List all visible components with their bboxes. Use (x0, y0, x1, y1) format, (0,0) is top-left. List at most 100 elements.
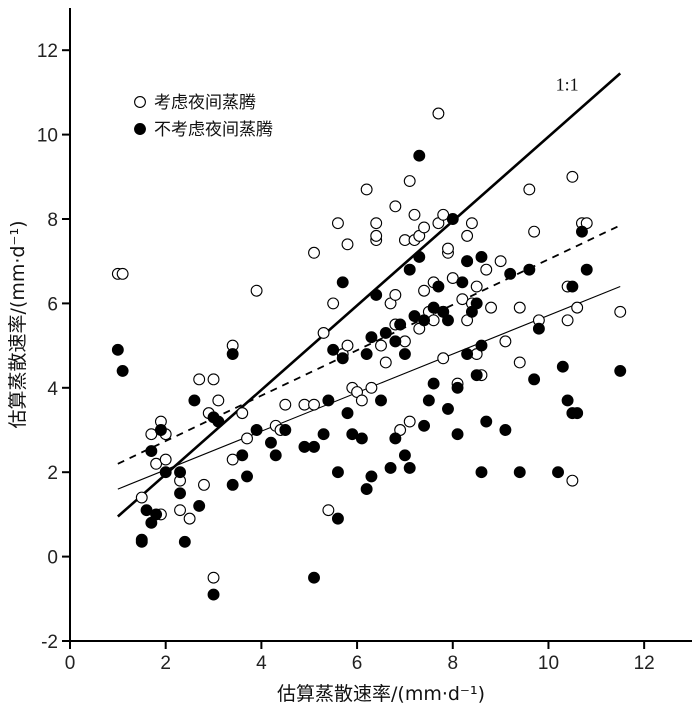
open-circle-point (308, 398, 320, 411)
filled-circle-point (413, 251, 426, 263)
filled-circle-point (365, 331, 378, 344)
filled-circle-point (576, 225, 588, 238)
open-circle-point (403, 415, 416, 428)
x-axis-title: 估算蒸散速率/(mm·d⁻¹) (277, 683, 485, 705)
filled-circle-point (322, 394, 335, 407)
filled-circle-point (365, 470, 378, 483)
filled-circle-point (370, 289, 383, 301)
filled-circle-point (389, 432, 402, 445)
open-circle-point (241, 432, 253, 445)
x-tick-label: 12 (634, 653, 655, 674)
open-circle-point (442, 242, 454, 255)
open-circle-point (513, 301, 526, 314)
filled-circle-point (461, 255, 474, 268)
filled-circle-point (470, 369, 483, 382)
open-circle-point (207, 373, 220, 386)
filled-circle-point (331, 466, 344, 479)
filled-circle-point (456, 276, 469, 289)
open-circle-point (408, 208, 421, 221)
x-tick-label: 6 (352, 653, 363, 674)
filled-circle-point (403, 462, 416, 474)
filled-circle-point (552, 466, 564, 479)
open-circle-point (331, 217, 344, 230)
legend-label-open: 考虑夜间蒸腾 (154, 93, 256, 113)
y-tick-label: 6 (47, 294, 58, 315)
filled-circle-point (580, 263, 593, 276)
filled-circle-point (174, 466, 186, 479)
open-circle-point (360, 183, 373, 196)
open-circle-point (523, 183, 536, 196)
filled-circle-point (226, 348, 239, 360)
open-circle-point (279, 398, 292, 411)
open-circle-point (389, 289, 402, 301)
one-to-one-line (116, 72, 622, 518)
filled-circle-point (403, 263, 416, 276)
open-circle-point (566, 474, 579, 487)
x-tick-label: 8 (447, 653, 458, 674)
open-circle-point (480, 263, 493, 276)
filled-circle-point (308, 571, 320, 584)
x-tick-label: 10 (538, 653, 559, 674)
y-tick-label: -2 (41, 632, 58, 653)
filled-circle-point (360, 483, 373, 496)
open-circle-point (341, 339, 354, 352)
filled-circle-point (422, 394, 435, 407)
filled-circle-point (212, 415, 225, 428)
filled-circle-point (341, 407, 354, 420)
filled-circle-point (499, 424, 512, 436)
filled-circle-point (375, 394, 387, 407)
filled-circle-point (379, 326, 392, 339)
filled-circle-point (279, 424, 292, 436)
filled-circle-point (442, 402, 454, 415)
y-tick-label: 12 (37, 41, 58, 62)
filled-circle-point (528, 373, 541, 386)
open-circle-point (470, 280, 483, 293)
filled-circle-point (174, 487, 186, 500)
filled-circle-point (317, 428, 330, 441)
filled-circle-point (571, 407, 584, 420)
open-circle-point (561, 314, 574, 327)
filled-circle-point (159, 466, 172, 479)
dashed-fit-line (117, 224, 621, 465)
open-circle-point (370, 229, 383, 242)
y-tick-label: 0 (47, 548, 58, 569)
filled-circle-point (111, 343, 124, 356)
filled-circle-point (523, 263, 536, 276)
filled-circle-point (461, 348, 474, 360)
filled-circle-point (188, 394, 201, 407)
open-circle-point (465, 217, 478, 230)
filled-circle-point (265, 436, 277, 449)
filled-circle-point (384, 462, 397, 474)
open-circle-point (198, 478, 210, 491)
filled-circle-point (207, 588, 220, 601)
filled-circle-point (135, 535, 148, 548)
open-circle-point (212, 394, 225, 407)
filled-circle-point (442, 314, 454, 327)
x-tick-label: 2 (160, 653, 171, 674)
filled-circle-point (178, 535, 191, 548)
filled-circle-point (398, 449, 411, 462)
one-to-one-label: 1:1 (556, 74, 579, 94)
filled-circle-point (432, 280, 445, 293)
filled-circle-point (154, 424, 167, 436)
filled-circle-point (614, 364, 627, 377)
open-circle-point (327, 297, 340, 310)
filled-circle-point (241, 470, 253, 483)
open-circle-point (379, 356, 392, 369)
y-tick-label: 4 (47, 379, 58, 400)
open-circle-point (566, 170, 579, 183)
filled-circle-point (360, 348, 373, 360)
open-circle-point (317, 326, 330, 339)
filled-circle-point (398, 348, 411, 360)
filled-circle-point (413, 149, 426, 162)
filled-circle-point (269, 449, 282, 462)
filled-circle-point (504, 267, 517, 280)
y-tick-label: 10 (37, 126, 58, 147)
open-circle-point (370, 217, 383, 230)
filled-circle-point (145, 445, 158, 458)
open-circle-point (250, 284, 263, 297)
filled-circle-point (150, 508, 163, 521)
filled-circle-point (226, 478, 239, 491)
